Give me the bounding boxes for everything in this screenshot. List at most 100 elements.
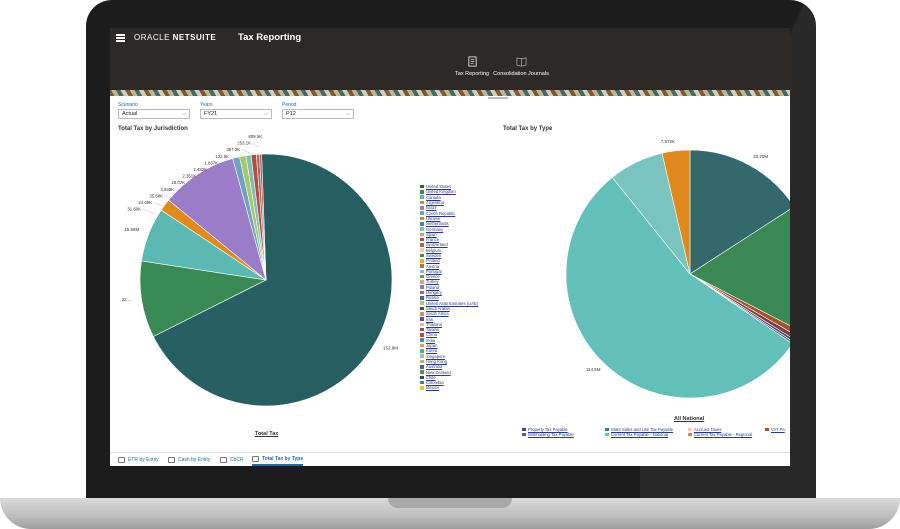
legend-swatch — [420, 370, 424, 374]
legend-item[interactable]: Poland — [420, 285, 510, 290]
slice-label: 18.07K — [171, 180, 185, 185]
legend-item[interactable]: South Africa — [420, 311, 510, 316]
legend-item[interactable]: Brazil — [420, 205, 510, 210]
legend-item[interactable]: Korea — [420, 348, 510, 353]
legend-item[interactable]: Thailand — [420, 322, 510, 327]
app-screen: ORACLE NETSUITE Tax Reporting Tax Report… — [110, 28, 790, 466]
years-select[interactable]: FY21 ⌵ — [200, 109, 272, 119]
legend-swatch — [420, 211, 424, 215]
legend-item[interactable]: Belgium — [420, 248, 510, 253]
legend-label: Chile — [426, 374, 436, 380]
legend-swatch — [420, 259, 424, 263]
legend-item[interactable]: United States — [420, 184, 510, 189]
scenario-select[interactable]: Actual ⌵ — [118, 109, 190, 119]
legend-item[interactable]: Portugal — [420, 269, 510, 274]
filter-label: Scenario — [118, 102, 138, 108]
legend-item[interactable]: Ukraine — [420, 216, 510, 221]
nav-tax-reporting[interactable]: Tax Reporting — [442, 56, 502, 78]
scenario-filter[interactable]: Scenario Actual ⌵ — [118, 102, 190, 119]
legend-swatch — [420, 327, 424, 332]
legend-item[interactable]: Property Tax Payable — [522, 427, 568, 432]
legend-item[interactable]: New Zealand — [420, 369, 510, 375]
legend-item[interactable]: Austria — [420, 263, 510, 269]
legend-item[interactable]: VAT Pa — [765, 427, 785, 432]
legend-label: France — [426, 237, 440, 243]
legend-item[interactable]: Mexico — [420, 385, 510, 390]
legend-swatch — [420, 343, 424, 348]
menu-icon[interactable] — [116, 34, 125, 42]
pie-slice[interactable] — [168, 158, 267, 281]
legend-swatch — [420, 264, 424, 268]
legend-item[interactable]: Accrued Taxes — [688, 427, 721, 432]
legend-item[interactable]: Withholding Tax Payable — [522, 432, 574, 437]
pie-slice[interactable] — [689, 149, 790, 275]
legend-item[interactable]: Spain — [420, 232, 510, 237]
tab-etr-by-entity[interactable]: ETR by Entity — [118, 454, 159, 466]
legend-label: Canada — [426, 194, 441, 200]
legend-item[interactable]: Current Tax Payable - National — [605, 432, 668, 437]
legend-label: VAT Pa — [771, 427, 785, 432]
legend-label: China — [426, 332, 437, 338]
legend-item[interactable]: Turkey — [420, 279, 510, 284]
slice-label: 2,482K — [193, 167, 207, 172]
pie-slice[interactable] — [689, 207, 790, 331]
pie-slice[interactable] — [661, 149, 691, 275]
legend-item[interactable]: France — [420, 237, 510, 242]
slice-label: 132.9K — [215, 154, 229, 159]
tab-cash-by-entity[interactable]: Cash by Entity — [168, 454, 210, 466]
legend-swatch — [420, 311, 424, 316]
legend-item[interactable]: Finland — [420, 258, 510, 263]
legend-item[interactable]: Taiwan — [420, 327, 510, 332]
legend-item[interactable]: Hungary — [420, 290, 510, 295]
legend-item[interactable]: Switzerland — [420, 242, 510, 247]
legend-label: Russia — [426, 295, 439, 301]
legend-swatch — [420, 253, 424, 258]
legend-item[interactable]: Singapore — [420, 354, 510, 359]
legend-item[interactable]: Saudi Arabia — [420, 306, 510, 311]
pie-slice[interactable] — [259, 153, 267, 281]
legend-item[interactable]: Canada — [420, 195, 510, 200]
legend-label: Ukraine — [426, 215, 441, 221]
leader-line — [259, 136, 264, 142]
drag-handle[interactable] — [488, 97, 508, 99]
legend-item[interactable]: Netherlands — [420, 221, 510, 226]
legend-item[interactable]: Greece — [420, 274, 510, 279]
laptop-base-notch — [388, 498, 512, 508]
legend-item[interactable]: Australia — [420, 364, 510, 369]
tab-label: CbCR — [230, 457, 244, 463]
grid-icon — [168, 457, 175, 463]
legend-swatch — [420, 301, 424, 305]
legend-item[interactable]: United Arab Emirates (UAE) — [420, 301, 510, 306]
legend-item[interactable]: Colombia — [420, 380, 510, 385]
nav-consolidation-journals[interactable]: Consolidation Journals — [491, 56, 551, 78]
legend-swatch — [420, 364, 424, 369]
pie-slice[interactable] — [565, 176, 790, 399]
legend-item[interactable]: India — [420, 338, 510, 343]
legend-item[interactable]: Russia — [420, 295, 510, 300]
period-select[interactable]: P12 ⌵ — [282, 109, 354, 119]
period-filter[interactable]: Period P12 ⌵ — [282, 102, 354, 119]
legend-item[interactable]: Current Tax Payable - Regional — [688, 432, 752, 437]
years-filter[interactable]: Years FY21 ⌵ — [200, 102, 272, 119]
pie-slice[interactable] — [152, 153, 393, 407]
tab-cbcr[interactable]: CbCR — [220, 454, 244, 466]
legend-item[interactable]: Hong Kong — [420, 359, 510, 364]
leader-line — [207, 169, 222, 175]
pie-slice[interactable] — [139, 260, 267, 337]
slice-label: 114.5M — [586, 367, 601, 372]
leader-line — [152, 202, 167, 208]
legend-item[interactable]: Germany — [420, 226, 510, 232]
legend-item[interactable]: Czech Republic — [420, 210, 510, 216]
legend-item[interactable]: Iran — [420, 316, 510, 322]
tab-label: ETR by Entity — [128, 457, 159, 463]
legend-item[interactable]: Chile — [420, 375, 510, 380]
legend-item[interactable]: Sweden — [420, 253, 510, 258]
legend-item[interactable]: China — [420, 332, 510, 337]
legend-item[interactable]: Japan — [420, 343, 510, 348]
legend-item[interactable]: Argentina — [420, 200, 510, 205]
tab-total-tax-by-type[interactable]: Total Tax by Type — [252, 454, 304, 466]
legend-item[interactable]: United Kingdom — [420, 189, 510, 194]
legend-swatch — [420, 359, 424, 364]
legend-swatch — [420, 200, 424, 205]
legend-item[interactable]: State Sales and Use Tax Payable — [605, 427, 673, 432]
